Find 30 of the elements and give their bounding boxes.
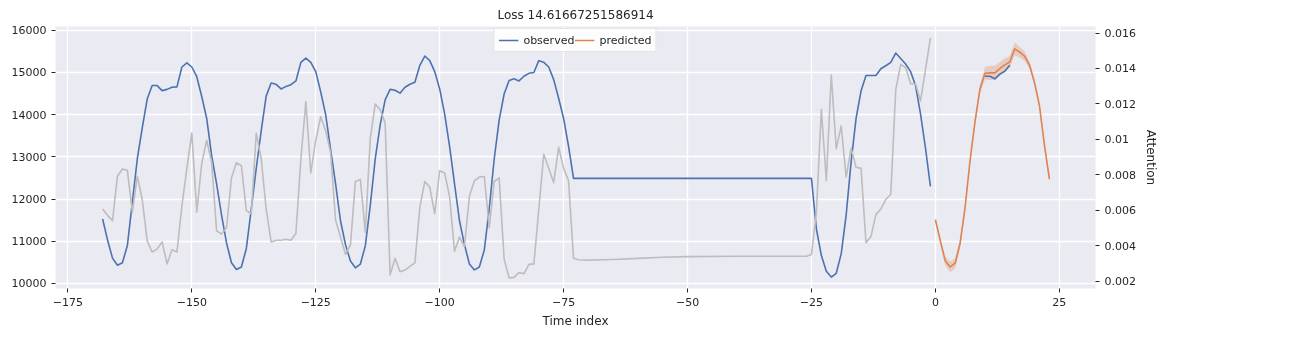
- y-tick-label: 12000: [11, 193, 47, 207]
- x-tick-label: −75: [552, 295, 576, 309]
- x-tick-label: −50: [675, 295, 700, 309]
- chart-title: Loss 14.61667251586914: [497, 7, 654, 22]
- x-axis-title: Time index: [541, 313, 609, 328]
- x-tick-label: −150: [176, 295, 207, 309]
- x-tick-label: 25: [1052, 295, 1067, 309]
- y2-tick-label: 0.014: [1104, 62, 1136, 76]
- y-tick-label: 16000: [11, 24, 47, 38]
- y2-tick-label: 0.012: [1104, 97, 1136, 111]
- y2-tick-label: 0.008: [1104, 168, 1136, 182]
- y2-tick-label: 0.002: [1104, 275, 1136, 289]
- y2-tick-label: 0.01: [1104, 133, 1129, 147]
- y2-axis-title: Attention: [1143, 129, 1158, 186]
- y-tick-label: 13000: [11, 150, 47, 164]
- y-tick-label: 11000: [11, 235, 47, 249]
- x-tick-label: −175: [52, 295, 84, 309]
- y2-tick-label: 0.016: [1104, 27, 1136, 41]
- x-tick-label: −25: [799, 295, 824, 309]
- line-series: [984, 64, 1011, 80]
- y-tick-label: 10000: [11, 277, 47, 291]
- x-tick-label: 0: [931, 295, 939, 309]
- y2-tick-label: 0.006: [1104, 204, 1136, 218]
- y2-tick-label: 0.004: [1104, 239, 1136, 253]
- legend-label: observed: [523, 33, 575, 47]
- x-tick-label: −125: [300, 295, 331, 309]
- x-tick-label: −100: [424, 295, 455, 309]
- legend-label: predicted: [599, 33, 652, 47]
- y-tick-label: 14000: [11, 108, 47, 122]
- y-tick-label: 15000: [11, 66, 47, 80]
